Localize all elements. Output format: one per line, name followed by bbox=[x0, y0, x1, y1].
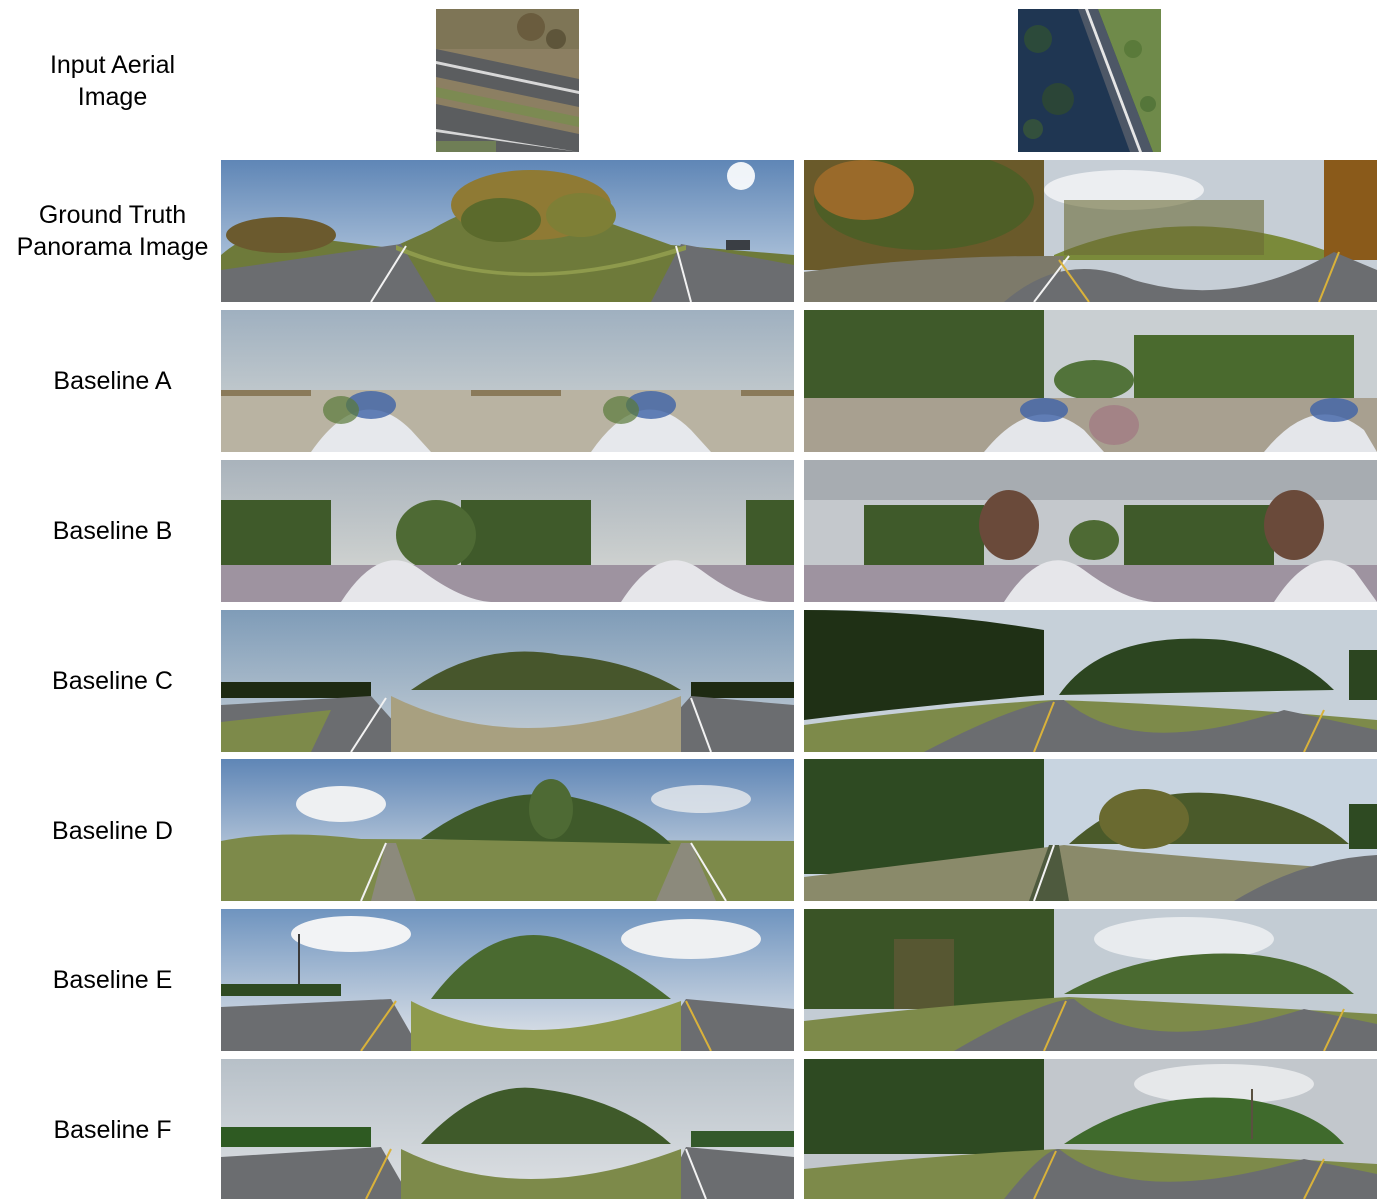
panorama-baseline-f-1 bbox=[221, 1059, 794, 1199]
panorama-baseline-c-1 bbox=[221, 610, 794, 752]
panorama-baseline-b-2 bbox=[804, 460, 1377, 602]
row-label-baseline-b: Baseline B bbox=[52, 517, 173, 545]
panorama-baseline-a-1 bbox=[221, 310, 794, 452]
panorama-gt-2 bbox=[804, 160, 1377, 302]
panorama-baseline-d-2 bbox=[804, 759, 1377, 901]
panorama-baseline-a-2 bbox=[804, 310, 1377, 452]
aerial-image-1 bbox=[436, 9, 579, 152]
panorama-baseline-d-1 bbox=[221, 759, 794, 901]
panorama-baseline-e-2 bbox=[804, 909, 1377, 1051]
panorama-baseline-b-1 bbox=[221, 460, 794, 602]
panorama-baseline-c-2 bbox=[804, 610, 1377, 752]
row-label-baseline-e: Baseline E bbox=[52, 966, 173, 994]
panorama-baseline-f-2 bbox=[804, 1059, 1377, 1199]
aerial-image-2 bbox=[1018, 9, 1161, 152]
panorama-baseline-e-1 bbox=[221, 909, 794, 1051]
row-label-baseline-c: Baseline C bbox=[52, 667, 173, 695]
panorama-gt-1 bbox=[221, 160, 794, 302]
row-label-baseline-f: Baseline F bbox=[53, 1116, 172, 1144]
row-label-input: Input Aerial Image bbox=[49, 51, 176, 111]
row-label-baseline-d: Baseline D bbox=[52, 817, 173, 845]
row-label-ground-truth: Ground Truth Panorama Image bbox=[16, 201, 209, 261]
row-label-baseline-a: Baseline A bbox=[53, 367, 172, 395]
